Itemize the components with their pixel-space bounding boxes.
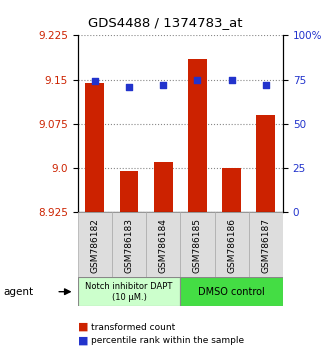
Bar: [120, 171, 138, 212]
Bar: [146, 212, 180, 278]
Point: [229, 77, 234, 82]
Bar: [188, 59, 207, 212]
Text: DMSO control: DMSO control: [198, 287, 265, 297]
Text: ■: ■: [78, 322, 88, 332]
Bar: [85, 82, 104, 212]
Bar: [112, 212, 146, 278]
Bar: [78, 212, 112, 278]
Text: GSM786185: GSM786185: [193, 218, 202, 273]
Bar: [214, 212, 249, 278]
Point: [263, 82, 268, 88]
Text: GSM786183: GSM786183: [124, 218, 134, 273]
Text: GSM786184: GSM786184: [159, 218, 168, 273]
Text: GSM786186: GSM786186: [227, 218, 236, 273]
Bar: [154, 162, 173, 212]
Text: GSM786182: GSM786182: [90, 218, 99, 273]
Text: GSM786187: GSM786187: [261, 218, 270, 273]
Text: GDS4488 / 1374783_at: GDS4488 / 1374783_at: [88, 16, 243, 29]
Text: Notch inhibitor DAPT
(10 μM.): Notch inhibitor DAPT (10 μM.): [85, 282, 173, 302]
Point: [161, 82, 166, 88]
Text: percentile rank within the sample: percentile rank within the sample: [91, 336, 244, 345]
Text: ■: ■: [78, 336, 88, 346]
Bar: [78, 277, 180, 306]
Bar: [257, 115, 275, 212]
Point: [92, 79, 98, 84]
Text: agent: agent: [3, 287, 33, 297]
Bar: [180, 277, 283, 306]
Text: transformed count: transformed count: [91, 322, 175, 332]
Point: [126, 84, 132, 90]
Bar: [222, 168, 241, 212]
Bar: [180, 212, 214, 278]
Bar: [249, 212, 283, 278]
Point: [195, 77, 200, 82]
